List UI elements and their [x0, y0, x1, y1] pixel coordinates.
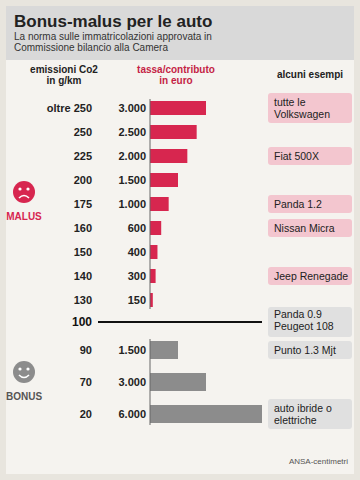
- source: ANSA-centimetri: [289, 457, 348, 466]
- bar: [150, 405, 262, 423]
- category-label: 225: [74, 150, 92, 162]
- text-line: in g/km: [46, 75, 81, 86]
- text-line: Volkswagen: [274, 108, 330, 120]
- example-box: [268, 267, 352, 285]
- eye: [18, 367, 21, 370]
- text-line: in euro: [159, 75, 192, 86]
- example-box: [268, 219, 352, 237]
- face: [13, 361, 35, 383]
- value-label: 2.500: [118, 126, 146, 138]
- example-label: tutte leVolkswagen: [274, 96, 330, 120]
- panel: [6, 6, 354, 474]
- value-label: 1.000: [118, 198, 146, 210]
- bars: [150, 341, 262, 423]
- infographic: Bonus-malus per le autoLa norma sulle im…: [0, 0, 360, 480]
- face: [13, 181, 35, 203]
- text-line: tutte le: [274, 96, 306, 108]
- text-line: Jeep Renegade: [274, 270, 348, 282]
- category-label: 140: [74, 270, 92, 282]
- example-box: [268, 147, 352, 165]
- category-label: 250: [74, 126, 92, 138]
- bar: [150, 197, 169, 211]
- category-label: 160: [74, 222, 92, 234]
- threshold-label: 100: [72, 315, 92, 329]
- text-line: La norma sulle immatricolazioni approvat…: [14, 31, 212, 42]
- bar: [150, 221, 161, 235]
- value-label: 2.000: [118, 150, 146, 162]
- example-box: [268, 195, 352, 213]
- example-box: [268, 399, 352, 429]
- category-label: 130: [74, 294, 92, 306]
- column-header: emissioni Co2in g/km: [30, 64, 98, 86]
- text-line: Fiat 500X: [274, 150, 319, 162]
- text-line: elettriche: [274, 414, 317, 426]
- example-label: Punto 1.3 Mjt: [274, 344, 336, 356]
- eye: [26, 367, 29, 370]
- bar: [150, 101, 206, 115]
- category-label: 175: [74, 198, 92, 210]
- group-label: BONUS: [6, 391, 42, 402]
- category-label: 90: [80, 344, 92, 356]
- value-label: 1.500: [118, 344, 146, 356]
- threshold-line: [98, 321, 262, 323]
- value-label: 600: [128, 222, 146, 234]
- value-label: 3.000: [118, 102, 146, 114]
- example-label: Fiat 500X: [274, 150, 319, 162]
- column-header: alcuni esempi: [277, 69, 343, 80]
- value-label: 400: [128, 246, 146, 258]
- text-line: alcuni esempi: [277, 69, 343, 80]
- category-label: 200: [74, 174, 92, 186]
- category-label: 70: [80, 376, 92, 388]
- category-label: 20: [80, 408, 92, 420]
- example-label: auto ibride oelettriche: [274, 402, 332, 426]
- bar: [150, 341, 178, 359]
- title-band: [6, 6, 354, 60]
- example-box: [268, 341, 352, 359]
- category-label: oltre 250: [47, 102, 92, 114]
- text-line: Nissan Micra: [274, 222, 335, 234]
- value-label: 150: [128, 294, 146, 306]
- axis-line: [150, 339, 151, 425]
- value-label: 6.000: [118, 408, 146, 420]
- category-label: 150: [74, 246, 92, 258]
- example-label: Panda 1.2: [274, 198, 322, 210]
- eye: [18, 187, 21, 190]
- example-label: Jeep Renegade: [274, 270, 348, 282]
- bars: [150, 101, 206, 307]
- text-line: tassa/contributo: [137, 64, 215, 75]
- title: Bonus-malus per le auto: [14, 12, 212, 31]
- bar: [150, 269, 156, 283]
- text-line: Punto 1.3 Mjt: [274, 344, 336, 356]
- value-label: 300: [128, 270, 146, 282]
- subtitle: La norma sulle immatricolazioni approvat…: [14, 31, 212, 53]
- bar: [150, 149, 187, 163]
- text-line: auto ibride o: [274, 402, 332, 414]
- column-header: tassa/contributoin euro: [137, 64, 215, 86]
- example-label: Nissan Micra: [274, 222, 335, 234]
- example-box: [268, 93, 352, 123]
- text-line: Commissione bilancio alla Camera: [14, 42, 168, 53]
- text-line: Panda 1.2: [274, 198, 322, 210]
- eye: [26, 187, 29, 190]
- value-label: 1.500: [118, 174, 146, 186]
- bar: [150, 245, 157, 259]
- mouth: [19, 196, 29, 199]
- value-label: 3.000: [118, 376, 146, 388]
- bar: [150, 373, 206, 391]
- example-label: Panda 0.9: [274, 308, 322, 320]
- face-icon: [13, 361, 35, 383]
- group-label: MALUS: [6, 211, 42, 222]
- bar: [150, 173, 178, 187]
- text-line: emissioni Co2: [30, 64, 98, 75]
- example-label: Peugeot 108: [274, 320, 334, 332]
- face-icon: [13, 181, 35, 203]
- example-box: [268, 307, 352, 337]
- bar: [150, 125, 197, 139]
- mouth: [19, 375, 29, 378]
- axis-line: [150, 99, 151, 309]
